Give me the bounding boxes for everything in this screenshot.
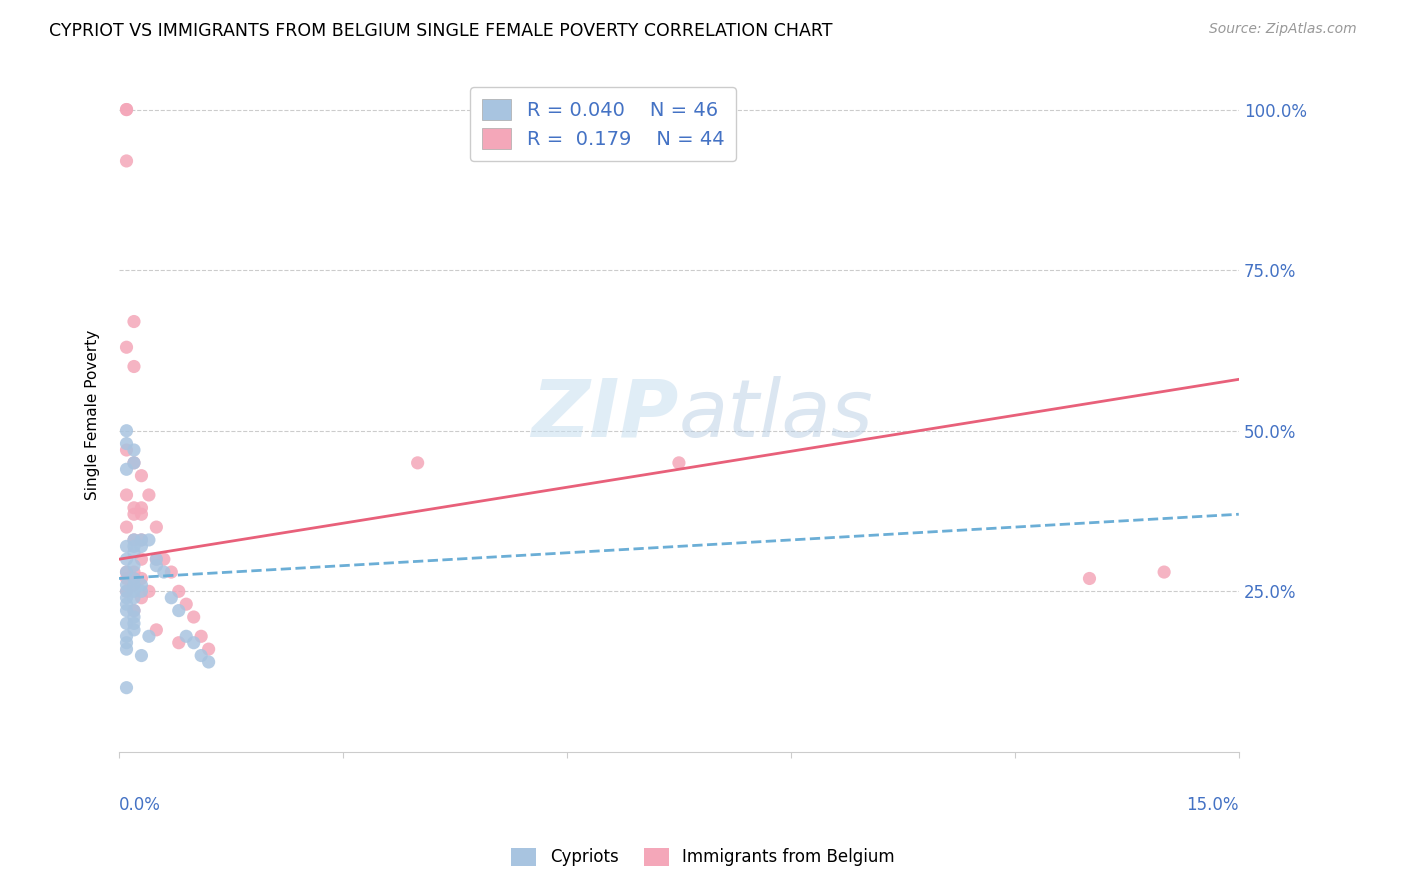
Point xyxy=(115,572,138,586)
Point xyxy=(167,636,190,650)
Point xyxy=(115,103,138,117)
Point xyxy=(131,468,153,483)
Point xyxy=(122,578,145,592)
Point xyxy=(160,591,183,605)
Point xyxy=(145,623,167,637)
Text: 0.0%: 0.0% xyxy=(120,796,160,814)
Point xyxy=(131,578,153,592)
Point xyxy=(115,584,138,599)
Point xyxy=(131,540,153,554)
Point xyxy=(406,456,429,470)
Point xyxy=(138,533,160,547)
Point xyxy=(115,552,138,566)
Point xyxy=(138,629,160,643)
Point xyxy=(145,558,167,573)
Point xyxy=(197,642,219,657)
Point xyxy=(115,629,138,643)
Point xyxy=(115,565,138,579)
Point xyxy=(183,636,205,650)
Point xyxy=(122,591,145,605)
Point xyxy=(122,533,145,547)
Point xyxy=(122,314,145,328)
Point xyxy=(122,508,145,522)
Point xyxy=(153,565,176,579)
Point xyxy=(115,540,138,554)
Point xyxy=(183,610,205,624)
Point xyxy=(145,552,167,566)
Point xyxy=(115,604,138,618)
Point xyxy=(131,533,153,547)
Text: CYPRIOT VS IMMIGRANTS FROM BELGIUM SINGLE FEMALE POVERTY CORRELATION CHART: CYPRIOT VS IMMIGRANTS FROM BELGIUM SINGL… xyxy=(49,22,832,40)
Point xyxy=(668,456,690,470)
Legend: Cypriots, Immigrants from Belgium: Cypriots, Immigrants from Belgium xyxy=(505,841,901,873)
Point xyxy=(131,572,153,586)
Point xyxy=(115,597,138,611)
Legend: R = 0.040    N = 46, R =  0.179    N = 44: R = 0.040 N = 46, R = 0.179 N = 44 xyxy=(470,87,735,161)
Point xyxy=(115,642,138,657)
Point xyxy=(138,584,160,599)
Point xyxy=(115,488,138,502)
Point xyxy=(122,604,145,618)
Point xyxy=(122,623,145,637)
Point xyxy=(122,584,145,599)
Point xyxy=(122,546,145,560)
Point xyxy=(115,591,138,605)
Point xyxy=(115,424,138,438)
Point xyxy=(122,572,145,586)
Point xyxy=(122,456,145,470)
Point xyxy=(115,436,138,450)
Point xyxy=(167,604,190,618)
Point xyxy=(138,488,160,502)
Point xyxy=(115,636,138,650)
Point xyxy=(131,533,153,547)
Point xyxy=(115,340,138,354)
Point xyxy=(131,584,153,599)
Point xyxy=(145,520,167,534)
Point xyxy=(131,591,153,605)
Point xyxy=(197,655,219,669)
Point xyxy=(174,629,197,643)
Point xyxy=(122,540,145,554)
Point xyxy=(115,153,138,168)
Text: ZIP: ZIP xyxy=(531,376,679,454)
Point xyxy=(153,552,176,566)
Point xyxy=(131,648,153,663)
Point xyxy=(115,442,138,457)
Point xyxy=(174,597,197,611)
Point xyxy=(115,565,138,579)
Text: atlas: atlas xyxy=(679,376,873,454)
Text: 15.0%: 15.0% xyxy=(1187,796,1239,814)
Point xyxy=(122,578,145,592)
Point xyxy=(122,442,145,457)
Point xyxy=(131,500,153,515)
Point xyxy=(122,533,145,547)
Text: Source: ZipAtlas.com: Source: ZipAtlas.com xyxy=(1209,22,1357,37)
Point xyxy=(115,681,138,695)
Point xyxy=(122,572,145,586)
Point xyxy=(1078,572,1101,586)
Point xyxy=(190,648,212,663)
Point xyxy=(122,565,145,579)
Point xyxy=(145,552,167,566)
Point xyxy=(160,565,183,579)
Point xyxy=(115,578,138,592)
Point xyxy=(115,103,138,117)
Point xyxy=(167,584,190,599)
Point xyxy=(122,456,145,470)
Point xyxy=(1153,565,1175,579)
Point xyxy=(122,610,145,624)
Point xyxy=(115,584,138,599)
Y-axis label: Single Female Poverty: Single Female Poverty xyxy=(86,329,100,500)
Point xyxy=(131,552,153,566)
Point xyxy=(122,604,145,618)
Point xyxy=(190,629,212,643)
Point xyxy=(122,359,145,374)
Point xyxy=(115,520,138,534)
Point xyxy=(122,616,145,631)
Point xyxy=(115,616,138,631)
Point xyxy=(115,462,138,476)
Point xyxy=(131,508,153,522)
Point xyxy=(122,558,145,573)
Point xyxy=(122,500,145,515)
